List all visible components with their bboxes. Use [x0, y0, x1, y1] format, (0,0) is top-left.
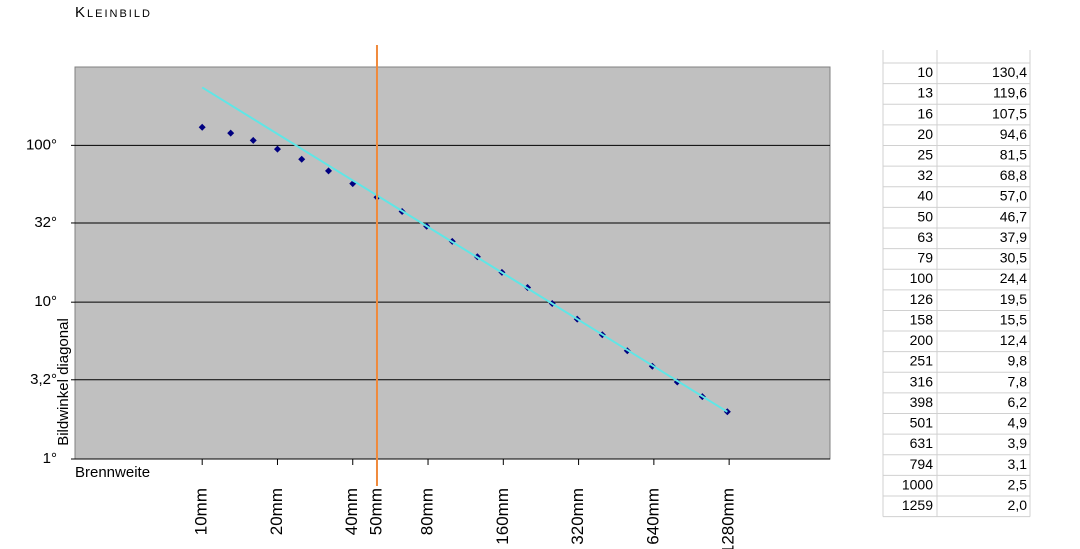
y-tick-label: 10°: [34, 293, 57, 310]
table-cell: 3,1: [1008, 456, 1028, 472]
data-point: [249, 136, 257, 144]
table-cell: 10: [917, 64, 933, 80]
table-cell: 25: [917, 146, 933, 162]
table-cell: 7,8: [1008, 373, 1028, 389]
y-tick-label: 3,2°: [30, 371, 57, 388]
reference-label: 50mm: [366, 488, 385, 535]
table-cell: 37,9: [1000, 229, 1027, 245]
table-cell: 631: [910, 435, 934, 451]
table-cell: 12,4: [1000, 332, 1027, 348]
table-cell: 19,5: [1000, 291, 1027, 307]
data-point: [198, 123, 206, 131]
y-tick-label: 32°: [34, 214, 57, 231]
x-tick-label: 1280mm: [719, 488, 738, 549]
plot-area: [74, 66, 831, 460]
table-cell: 107,5: [992, 105, 1027, 121]
table-cell: 2,5: [1008, 476, 1028, 492]
table-cell: 63: [917, 229, 933, 245]
table-cell: 6,2: [1008, 394, 1028, 410]
table-cell: 1259: [902, 497, 933, 513]
table-cell: 16: [917, 105, 933, 121]
x-tick-label: 160mm: [493, 488, 512, 545]
data-point: [325, 167, 333, 175]
table-cell: 50: [917, 208, 933, 224]
data-point: [227, 129, 235, 137]
table-cell: 130,4: [992, 64, 1027, 80]
table-cell: 79: [917, 250, 933, 266]
table-cell: 68,8: [1000, 167, 1027, 183]
table-cell: 40: [917, 188, 933, 204]
y-tick-label: 100°: [26, 136, 57, 153]
table-cell: 4,9: [1008, 415, 1028, 431]
table-cell: 398: [910, 394, 934, 410]
table-cell: 501: [910, 415, 934, 431]
trend-line: [201, 86, 728, 413]
table-cell: 794: [910, 456, 934, 472]
table-cell: 316: [910, 373, 934, 389]
table-cell: 13: [917, 85, 933, 101]
x-tick-label: 80mm: [418, 488, 437, 535]
table-cell: 100: [910, 270, 934, 286]
table-cell: 200: [910, 332, 934, 348]
y-tick-label: 1°: [43, 450, 57, 467]
table-cell: 46,7: [1000, 208, 1027, 224]
y-axis-title: Bildwinkel diagonal: [55, 318, 72, 446]
table-cell: 1000: [902, 476, 933, 492]
table-cell: 126: [910, 291, 934, 307]
table-cell: 119,6: [993, 85, 1027, 101]
table-cell: 158: [910, 311, 934, 327]
table-cell: 81,5: [1000, 146, 1027, 162]
table-cell: 57,0: [1000, 188, 1027, 204]
table-cell: 94,6: [1000, 126, 1027, 142]
table-cell: 30,5: [1000, 250, 1027, 266]
table-cell: 2,0: [1008, 497, 1028, 513]
data-point: [298, 155, 306, 163]
data-point: [273, 145, 281, 153]
table-cell: 24,4: [1000, 270, 1027, 286]
chart-title: Kleinbild: [75, 4, 152, 21]
x-tick-label: 320mm: [568, 488, 587, 545]
table-cell: 32: [917, 167, 933, 183]
x-tick-label: 10mm: [192, 488, 211, 535]
x-tick-label: 640mm: [643, 488, 662, 545]
table-cell: 20: [917, 126, 933, 142]
table-cell: 9,8: [1008, 353, 1028, 369]
table-cell: 15,5: [1000, 311, 1027, 327]
x-tick-label: 20mm: [267, 488, 286, 535]
table-cell: 3,9: [1008, 435, 1028, 451]
table-cell: 251: [910, 353, 934, 369]
x-tick-label: 40mm: [342, 488, 361, 535]
x-axis-title: Brennweite: [75, 464, 150, 481]
